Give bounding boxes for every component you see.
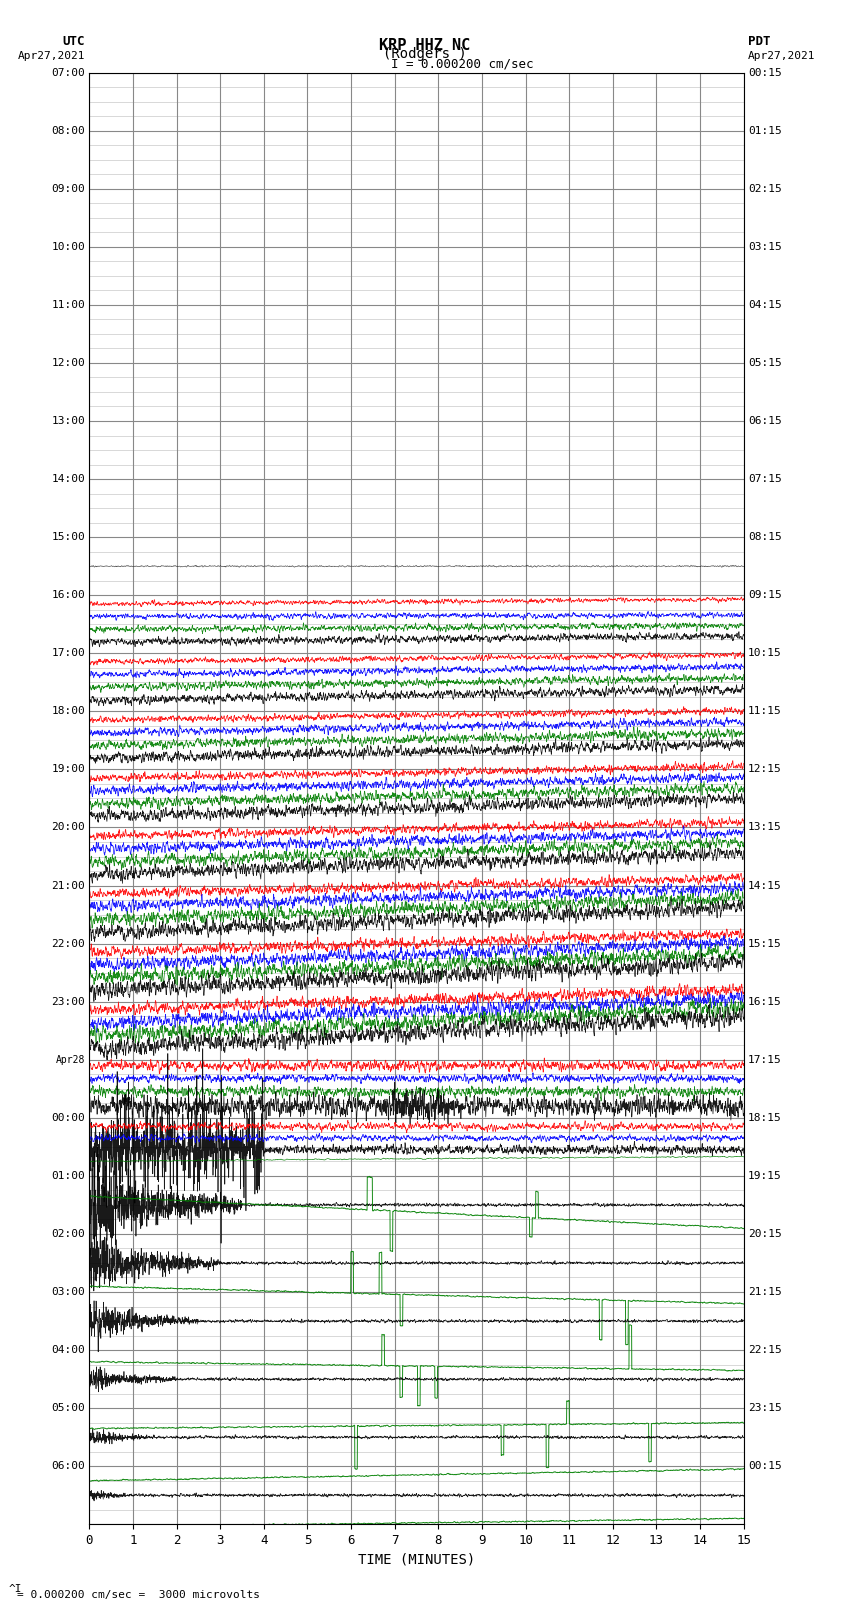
Text: 12:00: 12:00 xyxy=(51,358,85,368)
Text: 21:00: 21:00 xyxy=(51,881,85,890)
Text: 06:00: 06:00 xyxy=(51,1461,85,1471)
Text: 13:15: 13:15 xyxy=(748,823,782,832)
Text: 16:00: 16:00 xyxy=(51,590,85,600)
Text: 17:15: 17:15 xyxy=(748,1055,782,1065)
Text: 07:15: 07:15 xyxy=(748,474,782,484)
Text: PDT: PDT xyxy=(748,35,770,48)
Text: 01:00: 01:00 xyxy=(51,1171,85,1181)
Text: 14:00: 14:00 xyxy=(51,474,85,484)
Text: 15:00: 15:00 xyxy=(51,532,85,542)
Text: 00:15: 00:15 xyxy=(748,1461,782,1471)
Text: 20:15: 20:15 xyxy=(748,1229,782,1239)
Text: 09:00: 09:00 xyxy=(51,184,85,194)
Text: 17:00: 17:00 xyxy=(51,648,85,658)
Text: 06:15: 06:15 xyxy=(748,416,782,426)
Text: 12:15: 12:15 xyxy=(748,765,782,774)
Text: 01:15: 01:15 xyxy=(748,126,782,135)
Text: 20:00: 20:00 xyxy=(51,823,85,832)
Text: Apr27,2021: Apr27,2021 xyxy=(18,52,85,61)
Text: 23:00: 23:00 xyxy=(51,997,85,1007)
Text: 03:00: 03:00 xyxy=(51,1287,85,1297)
Text: 05:15: 05:15 xyxy=(748,358,782,368)
Text: 02:15: 02:15 xyxy=(748,184,782,194)
Text: 22:15: 22:15 xyxy=(748,1345,782,1355)
Text: 22:00: 22:00 xyxy=(51,939,85,948)
Text: 07:00: 07:00 xyxy=(51,68,85,77)
Text: 19:15: 19:15 xyxy=(748,1171,782,1181)
Text: 10:15: 10:15 xyxy=(748,648,782,658)
Text: 15:15: 15:15 xyxy=(748,939,782,948)
Text: 08:15: 08:15 xyxy=(748,532,782,542)
Text: 00:00: 00:00 xyxy=(51,1113,85,1123)
X-axis label: TIME (MINUTES): TIME (MINUTES) xyxy=(358,1553,475,1566)
Text: (Rodgers ): (Rodgers ) xyxy=(383,47,467,61)
Text: 05:00: 05:00 xyxy=(51,1403,85,1413)
Text: 00:15: 00:15 xyxy=(748,68,782,77)
Text: Apr28: Apr28 xyxy=(55,1055,85,1065)
Text: 13:00: 13:00 xyxy=(51,416,85,426)
Text: 02:00: 02:00 xyxy=(51,1229,85,1239)
Text: 11:15: 11:15 xyxy=(748,706,782,716)
Text: 14:15: 14:15 xyxy=(748,881,782,890)
Text: 18:00: 18:00 xyxy=(51,706,85,716)
Text: Apr27,2021: Apr27,2021 xyxy=(748,52,815,61)
Text: 21:15: 21:15 xyxy=(748,1287,782,1297)
Text: 16:15: 16:15 xyxy=(748,997,782,1007)
Text: 23:15: 23:15 xyxy=(748,1403,782,1413)
Text: I = 0.000200 cm/sec: I = 0.000200 cm/sec xyxy=(391,58,534,71)
Text: 09:15: 09:15 xyxy=(748,590,782,600)
Text: 08:00: 08:00 xyxy=(51,126,85,135)
Text: 04:15: 04:15 xyxy=(748,300,782,310)
Text: KRP HHZ NC: KRP HHZ NC xyxy=(379,39,471,53)
Text: 04:00: 04:00 xyxy=(51,1345,85,1355)
Text: ^I: ^I xyxy=(8,1584,22,1594)
Text: 19:00: 19:00 xyxy=(51,765,85,774)
Text: 10:00: 10:00 xyxy=(51,242,85,252)
Text: = 0.000200 cm/sec =  3000 microvolts: = 0.000200 cm/sec = 3000 microvolts xyxy=(17,1590,260,1600)
Text: 03:15: 03:15 xyxy=(748,242,782,252)
Text: UTC: UTC xyxy=(63,35,85,48)
Text: 11:00: 11:00 xyxy=(51,300,85,310)
Text: 18:15: 18:15 xyxy=(748,1113,782,1123)
